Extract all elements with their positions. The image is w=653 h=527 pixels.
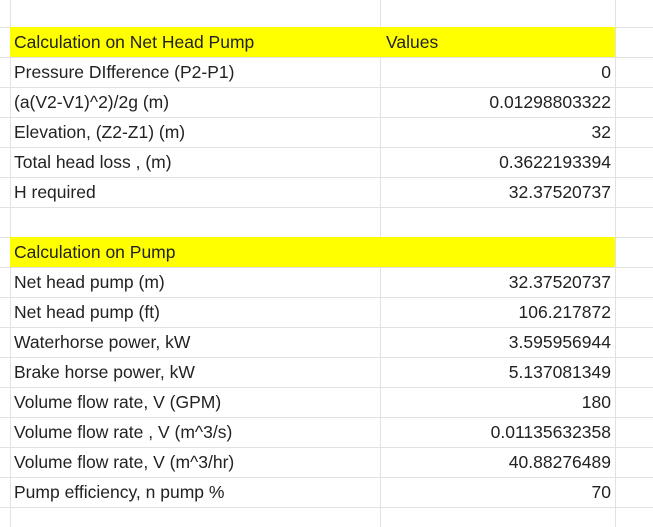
row-border xyxy=(0,267,653,268)
column-header xyxy=(381,237,615,267)
row-border xyxy=(0,327,653,328)
row-value: 5.137081349 xyxy=(508,362,611,382)
row-border xyxy=(0,177,653,178)
row-border xyxy=(0,117,653,118)
row-label: Pump efficiency, n pump % xyxy=(14,482,225,502)
row-value: 32 xyxy=(591,122,611,142)
row-value: 106.217872 xyxy=(518,302,611,322)
row-value: 180 xyxy=(581,392,611,412)
row-value: 3.595956944 xyxy=(508,332,611,352)
row-value: 0.01135632358 xyxy=(490,422,611,442)
row-border xyxy=(0,507,653,508)
row-label: Total head loss , (m) xyxy=(14,152,172,172)
row-value: 0.01298803322 xyxy=(489,92,611,112)
row-border xyxy=(0,297,653,298)
row-label: Volume flow rate, V (m^3/hr) xyxy=(14,452,235,472)
row-border xyxy=(0,147,653,148)
row-value: 0.3622193394 xyxy=(499,152,611,172)
row-label: Waterhorse power, kW xyxy=(14,332,191,352)
row-label: Volume flow rate, V (GPM) xyxy=(14,392,222,412)
row-label: Net head pump (ft) xyxy=(14,302,160,322)
row-border xyxy=(0,387,653,388)
row-value: 32.37520737 xyxy=(508,182,611,202)
row-label: H required xyxy=(14,182,96,202)
row-border xyxy=(0,57,653,58)
row-label: Pressure DIfference (P2-P1) xyxy=(14,62,235,82)
row-border xyxy=(0,447,653,448)
row-label: Net head pump (m) xyxy=(14,272,165,292)
row-value: 70 xyxy=(591,482,611,502)
row-label: Elevation, (Z2-Z1) (m) xyxy=(14,122,186,142)
section-header: Calculation on Net Head Pump xyxy=(10,27,381,57)
section-header: Calculation on Pump xyxy=(10,237,381,267)
column-header: Values xyxy=(381,27,615,57)
row-border xyxy=(0,87,653,88)
row-label: Volume flow rate , V (m^3/s) xyxy=(14,422,233,442)
column-border xyxy=(615,0,616,527)
row-value: 0 xyxy=(601,62,611,82)
row-label: (a(V2-V1)^2)/2g (m) xyxy=(14,92,170,112)
row-value: 32.37520737 xyxy=(508,272,611,292)
row-border xyxy=(0,477,653,478)
row-border xyxy=(0,357,653,358)
row-border xyxy=(0,417,653,418)
row-border xyxy=(0,207,653,208)
row-value: 40.88276489 xyxy=(508,452,611,472)
row-label: Brake horse power, kW xyxy=(14,362,195,382)
